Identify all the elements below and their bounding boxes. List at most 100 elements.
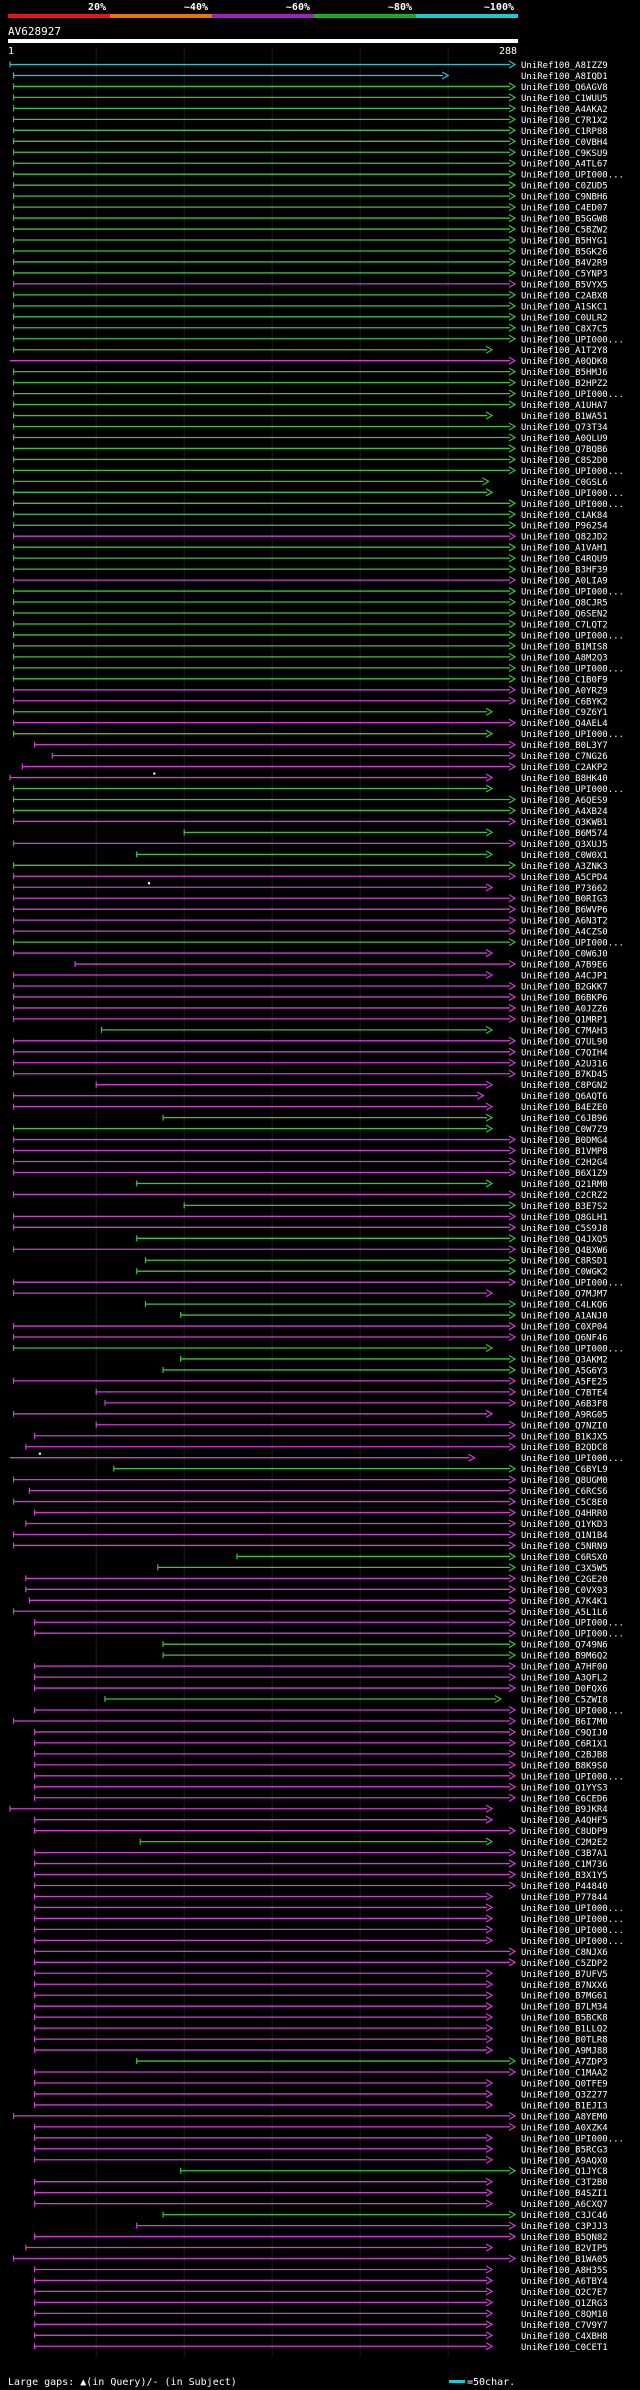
hit-label[interactable]: UniRef100_B8K9S0	[521, 1761, 608, 1771]
hit-label[interactable]: UniRef100_C0GSL6	[521, 478, 608, 488]
hit-label[interactable]: UniRef100_C2CRZ2	[521, 1191, 608, 1201]
hit-row[interactable]: UniRef100_C7NG26	[51, 751, 608, 762]
hit-row[interactable]: UniRef100_C3PJJ3	[136, 2221, 608, 2232]
hit-label[interactable]: UniRef100_Q6AQT6	[521, 1092, 608, 1102]
hit-label[interactable]: UniRef100_Q82JD2	[521, 533, 608, 543]
hit-row[interactable]: UniRef100_A6QES9	[12, 795, 608, 806]
hit-row[interactable]: UniRef100_B6BKP6	[12, 992, 608, 1003]
hit-label[interactable]: UniRef100_A7K4K1	[521, 1597, 608, 1607]
hit-label[interactable]: UniRef100_UPI000...	[521, 2134, 624, 2144]
hit-row[interactable]: UniRef100_C5S9J8	[12, 1223, 608, 1234]
hit-label[interactable]: UniRef100_C7MAH3	[521, 1026, 608, 1036]
hit-row[interactable]: UniRef100_B6I7M0	[12, 1716, 608, 1727]
hit-row[interactable]: UniRef100_C2AKP2	[21, 762, 608, 773]
hit-label[interactable]: UniRef100_B7KD45	[521, 1070, 608, 1080]
hit-label[interactable]: UniRef100_A7HF00	[521, 1663, 608, 1673]
hit-label[interactable]: UniRef100_C1WUU5	[521, 94, 608, 104]
hit-row[interactable]: UniRef100_C1M736	[34, 1859, 608, 1870]
hit-row[interactable]: UniRef100_C0ULR2	[12, 312, 608, 323]
hit-label[interactable]: UniRef100_UPI000...	[521, 1344, 624, 1354]
hit-row[interactable]: UniRef100_B1WA51	[12, 411, 608, 422]
hit-label[interactable]: UniRef100_P96254	[521, 522, 608, 532]
hit-label[interactable]: UniRef100_A6CXQ7	[521, 2200, 608, 2210]
hit-label[interactable]: UniRef100_Q1N1B4	[521, 1531, 608, 1541]
hit-row[interactable]: UniRef100_D0FQX6	[34, 1684, 608, 1695]
hit-row[interactable]: UniRef100_C5C8E0	[12, 1497, 608, 1508]
hit-row[interactable]: UniRef100_UPI000...	[12, 663, 624, 674]
hit-label[interactable]: UniRef100_D0FQX6	[521, 1685, 608, 1695]
hit-row[interactable]: UniRef100_B0RIG3	[12, 894, 608, 905]
hit-row[interactable]: UniRef100_B3E7S2	[183, 1201, 608, 1212]
hit-row[interactable]: UniRef100_UPI000...	[34, 1903, 624, 1914]
hit-label[interactable]: UniRef100_P44840	[521, 1882, 608, 1892]
hit-label[interactable]: UniRef100_C1RP88	[521, 127, 608, 137]
hit-row[interactable]: UniRef100_B2HPZ2	[12, 378, 608, 389]
hit-label[interactable]: UniRef100_B6M574	[521, 829, 608, 839]
hit-label[interactable]: UniRef100_UPI000...	[521, 1904, 624, 1914]
hit-label[interactable]: UniRef100_B5GK26	[521, 247, 608, 257]
hit-row[interactable]: UniRef100_Q7UL90	[12, 1036, 608, 1047]
hit-row[interactable]: UniRef100_C0WGK2	[136, 1267, 608, 1278]
hit-row[interactable]: UniRef100_Q1YKD3	[25, 1519, 608, 1530]
hit-row[interactable]: UniRef100_A4CJP1	[12, 970, 608, 982]
hit-row[interactable]: UniRef100_UPI000...	[34, 2133, 624, 2144]
hit-row[interactable]: UniRef100_B9JKR4	[9, 1804, 608, 1815]
hit-label[interactable]: UniRef100_C6CED6	[521, 1794, 608, 1804]
hit-label[interactable]: UniRef100_UPI000...	[521, 335, 624, 345]
hit-label[interactable]: UniRef100_B4EZE0	[521, 1103, 608, 1113]
hit-label[interactable]: UniRef100_A8H35S	[521, 2266, 608, 2276]
hit-label[interactable]: UniRef100_B0DMG4	[521, 1136, 608, 1146]
hit-row[interactable]: UniRef100_C3B7A1	[34, 1848, 608, 1859]
hit-label[interactable]: UniRef100_C3B7A1	[521, 1849, 608, 1859]
hit-row[interactable]: UniRef100_C8QM10	[34, 2309, 608, 2320]
hit-row[interactable]: UniRef100_UPI000...	[12, 1343, 624, 1354]
hit-row[interactable]: UniRef100_Q1ZRG3	[34, 2298, 608, 2309]
hit-row[interactable]: UniRef100_Q3AKM2	[180, 1354, 608, 1365]
hit-label[interactable]: UniRef100_C0ZUD5	[521, 182, 608, 192]
hit-row[interactable]: UniRef100_C9QIJ0	[34, 1727, 608, 1738]
hit-row[interactable]: UniRef100_Q4JXQ5	[136, 1234, 608, 1245]
hit-row[interactable]: UniRef100_C6CED6	[34, 1793, 608, 1804]
hit-row[interactable]: UniRef100_B5GK26	[12, 246, 608, 257]
hit-label[interactable]: UniRef100_C2BJB8	[521, 1750, 608, 1760]
hit-row[interactable]: UniRef100_C1MAA2	[34, 2067, 608, 2079]
hit-row[interactable]: UniRef100_C8S2D0	[12, 455, 608, 466]
hit-row[interactable]: UniRef100_C7QIH4	[12, 1047, 608, 1058]
hit-row[interactable]: UniRef100_UPI000...	[12, 938, 624, 949]
hit-label[interactable]: UniRef100_C0W7Z9	[521, 1125, 608, 1135]
hit-label[interactable]: UniRef100_B5VYX5	[521, 280, 608, 290]
hit-row[interactable]: UniRef100_C1B0F9	[12, 674, 608, 685]
hit-label[interactable]: UniRef100_B3HF39	[521, 566, 608, 576]
hit-label[interactable]: UniRef100_A3ZNK3	[521, 862, 608, 872]
hit-row[interactable]: UniRef100_UPI000...	[34, 1618, 624, 1629]
hit-row[interactable]: UniRef100_B5HMJ6	[12, 367, 608, 378]
hit-row[interactable]: UniRef100_UPI000...	[12, 499, 624, 510]
hit-row[interactable]: UniRef100_A4XB24	[12, 806, 608, 817]
hit-row[interactable]: UniRef100_B3X1Y5	[34, 1870, 608, 1881]
hit-row[interactable]: UniRef100_C8RSD1	[144, 1256, 608, 1267]
hit-row[interactable]: UniRef100_C0W6J0	[12, 949, 608, 960]
hit-label[interactable]: UniRef100_C8NJX6	[521, 1948, 608, 1958]
hit-row[interactable]: UniRef100_C1AK84	[12, 510, 608, 521]
hit-label[interactable]: UniRef100_UPI000...	[521, 1772, 624, 1782]
hit-label[interactable]: UniRef100_B6WVP6	[521, 906, 608, 916]
hit-row[interactable]: UniRef100_Q3KWB1	[12, 817, 608, 828]
hit-label[interactable]: UniRef100_A0YRZ9	[521, 686, 608, 696]
hit-row[interactable]: UniRef100_B1MIS8	[12, 641, 608, 652]
hit-label[interactable]: UniRef100_Q4BXW6	[521, 1246, 608, 1256]
hit-label[interactable]: UniRef100_UPI000...	[521, 664, 624, 674]
hit-row[interactable]: UniRef100_C7LQT2	[12, 619, 608, 630]
hit-label[interactable]: UniRef100_UPI000...	[521, 467, 624, 477]
hit-label[interactable]: UniRef100_B3X1Y5	[521, 1871, 608, 1881]
hit-label[interactable]: UniRef100_B7NXX6	[521, 1981, 608, 1991]
hit-label[interactable]: UniRef100_A2U316	[521, 1059, 608, 1069]
hit-row[interactable]: UniRef100_A8M2Q3	[12, 652, 608, 663]
hit-label[interactable]: UniRef100_C1M736	[521, 1860, 608, 1870]
hit-row[interactable]: UniRef100_A8H35S	[34, 2265, 608, 2276]
hit-row[interactable]: UniRef100_Q1N1B4	[12, 1530, 608, 1541]
hit-label[interactable]: UniRef100_A5L1L6	[521, 1608, 608, 1618]
hit-label[interactable]: UniRef100_C2AKP2	[521, 763, 608, 773]
hit-row[interactable]: UniRef100_B8HK40	[9, 772, 608, 784]
hit-row[interactable]: UniRef100_UPI000...	[12, 170, 624, 181]
hit-row[interactable]: UniRef100_Q1YYS3	[34, 1782, 608, 1793]
